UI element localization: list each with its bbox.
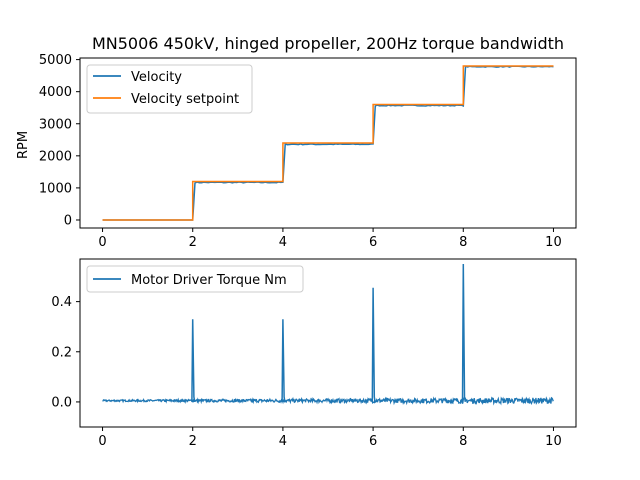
- y-tick-label: 0.2: [51, 345, 72, 360]
- torque-legend: Motor Driver Torque Nm: [86, 265, 304, 293]
- velocity-x-ticks: 0 2 4 6 8 10: [98, 228, 562, 250]
- y-tick-label: 0.4: [51, 295, 72, 310]
- torque-axes-frame: [79, 258, 577, 428]
- legend-label-velocity: Velocity: [131, 70, 182, 85]
- series-line-motor-driver-torque-nm: [102, 396, 554, 406]
- x-tick-label: 0: [98, 235, 106, 250]
- velocity-panel: MN5006 450kV, hinged propeller, 200Hz to…: [16, 34, 577, 250]
- x-tick-label: 8: [459, 235, 467, 250]
- y-tick-label: 4000: [39, 85, 72, 100]
- torque-spike: [461, 263, 467, 403]
- velocity-legend-box: [86, 64, 253, 114]
- x-tick-label: 4: [279, 235, 287, 250]
- y-tick-label: 3000: [39, 117, 72, 132]
- velocity-axes-frame: [79, 57, 577, 229]
- torque-spike: [191, 319, 196, 403]
- x-tick-label: 10: [545, 434, 562, 449]
- y-tick-label: 2000: [39, 149, 72, 164]
- x-tick-label: 2: [189, 434, 197, 449]
- y-axis-label: RPM: [16, 131, 31, 159]
- x-tick-label: 8: [459, 434, 467, 449]
- chart-title: MN5006 450kV, hinged propeller, 200Hz to…: [92, 34, 564, 53]
- velocity-plot-area: [102, 65, 554, 221]
- x-tick-label: 4: [279, 434, 287, 449]
- x-tick-label: 6: [369, 434, 377, 449]
- legend-label-torque: Motor Driver Torque Nm: [131, 273, 287, 288]
- torque-legend-box: [86, 265, 304, 293]
- legend-label-velocity-setpoint: Velocity setpoint: [131, 92, 239, 107]
- velocity-y-ticks: 0 1000 2000 3000 4000 5000: [39, 53, 80, 228]
- torque-y-ticks: 0.0 0.2 0.4: [51, 295, 80, 410]
- x-tick-label: 2: [189, 235, 197, 250]
- x-tick-label: 0: [98, 434, 106, 449]
- series-line-velocity-setpoint: [102, 65, 554, 221]
- x-tick-label: 6: [369, 235, 377, 250]
- x-tick-label: 10: [545, 235, 562, 250]
- torque-spike: [281, 319, 286, 403]
- y-tick-label: 0.0: [51, 395, 72, 410]
- y-tick-label: 1000: [39, 181, 72, 196]
- torque-panel: 0 2 4 6 8 10 0.0 0.2 0.4 Motor Driver Torque Nm: [51, 258, 577, 449]
- torque-spike: [371, 287, 376, 403]
- torque-x-ticks: 0 2 4 6 8 10: [98, 427, 562, 449]
- y-tick-label: 5000: [39, 53, 72, 68]
- velocity-legend: Velocity Velocity setpoint: [86, 64, 253, 114]
- y-tick-label: 0: [64, 213, 72, 228]
- torque-plot-area: [102, 263, 554, 406]
